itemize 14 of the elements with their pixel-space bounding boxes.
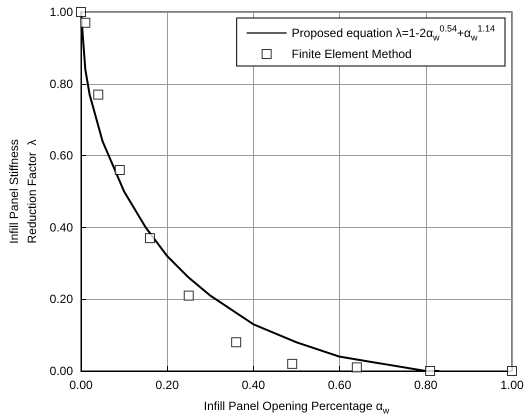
x-tick-label: 0.60: [328, 378, 352, 392]
legend-label: Finite Element Method: [292, 47, 412, 61]
y-tick-label: 0.80: [50, 76, 74, 91]
y-tick-label: 0.40: [50, 220, 74, 234]
x-tick-label: 0.40: [242, 378, 266, 392]
x-tick-label: 0.80: [414, 378, 438, 392]
y-tick-label: 0.60: [50, 148, 74, 163]
y-tick-label: 0.20: [50, 292, 74, 306]
x-tick-label: 0.20: [156, 378, 180, 392]
y-axis-title: Infill Panel Stiffness Reduction Factor λ: [7, 139, 39, 244]
y-tick-label: 1.00: [50, 5, 74, 19]
y-tick-label: 0.00: [50, 364, 74, 378]
x-tick-label: 1.00: [500, 378, 524, 392]
x-tick-label: 0.00: [69, 378, 93, 392]
